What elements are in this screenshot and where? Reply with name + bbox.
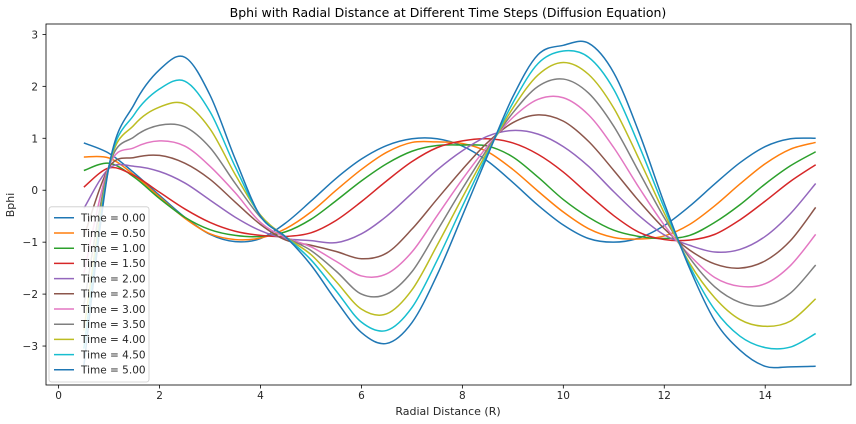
legend-label: Time = 2.00	[80, 273, 146, 285]
x-tick-label: 6	[358, 390, 365, 402]
x-tick-label: 8	[459, 390, 466, 402]
chart-title: Bphi with Radial Distance at Different T…	[230, 5, 667, 20]
legend-label: Time = 1.00	[80, 243, 146, 255]
series-line-7	[83, 78, 817, 307]
legend-label: Time = 0.50	[80, 228, 146, 240]
legend-label: Time = 0.00	[80, 213, 146, 225]
legend-label: Time = 1.50	[80, 258, 146, 270]
series-line-4	[83, 129, 817, 254]
y-tick-label: −1	[23, 237, 38, 249]
y-tick-label: 0	[31, 185, 38, 197]
y-tick-label: −2	[23, 289, 38, 301]
legend-frame	[48, 206, 150, 383]
y-tick-label: −3	[23, 341, 38, 353]
x-tick-label: 14	[759, 390, 773, 402]
x-axis-label: Radial Distance (R)	[395, 405, 500, 418]
chart-legend: Time = 0.00 Time = 0.50 Time = 1.00 Time = …	[48, 206, 150, 383]
series-line-6	[83, 95, 817, 288]
y-tick-label: 1	[31, 133, 38, 145]
legend-label: Time = 2.50	[80, 289, 146, 301]
legend-label: Time = 3.50	[80, 319, 146, 331]
legend-label: Time = 4.50	[80, 349, 146, 361]
x-tick-label: 4	[257, 390, 264, 402]
y-axis-label: Bphi	[4, 193, 17, 218]
series-line-1	[83, 140, 816, 241]
series-line-10	[83, 40, 816, 369]
x-tick-label: 10	[557, 390, 570, 402]
series-line-3	[83, 137, 817, 242]
legend-label: Time = 4.00	[80, 334, 146, 346]
y-tick-label: 3	[31, 29, 38, 41]
series-line-5	[83, 114, 817, 269]
series-line-2	[83, 144, 817, 240]
y-tick-label: 2	[31, 81, 38, 93]
series-lines	[83, 40, 817, 369]
x-tick-label: 2	[156, 390, 163, 402]
legend-label: Time = 5.00	[80, 365, 146, 377]
legend-label: Time = 3.00	[80, 304, 146, 316]
x-tick-label: 12	[658, 390, 671, 402]
series-line-8	[83, 61, 817, 331]
series-line-9	[83, 49, 817, 350]
x-tick-label: 0	[55, 390, 62, 402]
